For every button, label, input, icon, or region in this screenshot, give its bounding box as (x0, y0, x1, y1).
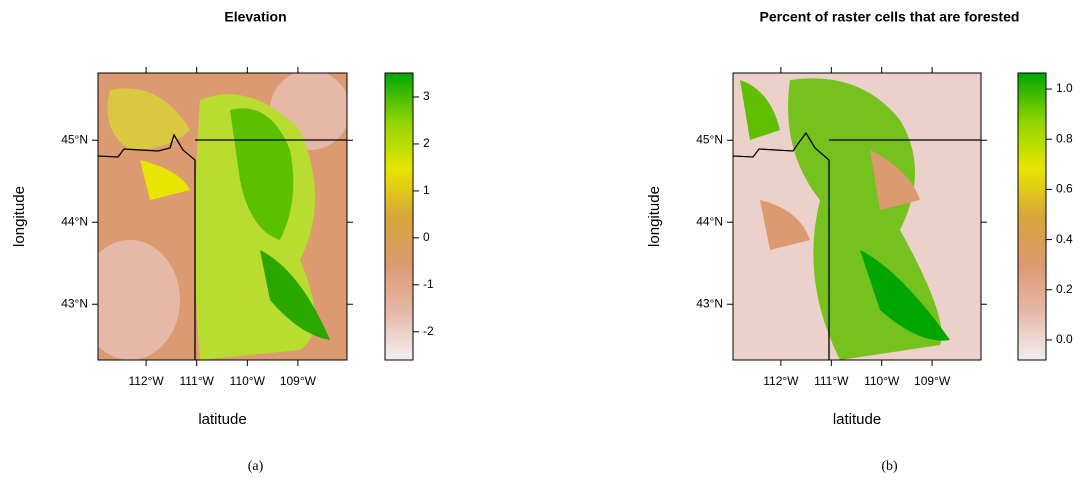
colorbar-tick-label: 3 (423, 89, 430, 103)
chart-title: Percent of raster cells that are foreste… (760, 9, 1020, 25)
y-tick-label: 45°N (61, 132, 88, 146)
x-tick-label: 111°W (180, 374, 215, 388)
colorbar-tick-label: -2 (423, 324, 434, 338)
caption: (a) (248, 459, 264, 474)
x-tick-label: 111°W (814, 374, 849, 388)
elevation-raster (80, 70, 350, 360)
colorbar-tick-label: -1 (423, 277, 434, 291)
colorbar-tick-label: 0.8 (1056, 131, 1073, 145)
x-tick-label: 112°W (128, 374, 164, 388)
x-axis-label: latitude (833, 411, 881, 428)
caption: (b) (881, 459, 898, 474)
colorbar-tick-label: 2 (423, 136, 430, 150)
x-axis-label: latitude (198, 411, 246, 428)
colorbar-tick-label: 1.0 (1056, 81, 1073, 95)
y-tick-label: 43°N (696, 296, 723, 310)
colorbar-tick-label: 0 (423, 230, 430, 244)
colorbar (385, 73, 413, 360)
colorbar-tick-label: 0.2 (1056, 282, 1073, 296)
figure: Elevation 112°W 111°W 110°W 109°W 43°N 44°N 45°… (0, 0, 1086, 487)
colorbar-tick-label: 0.6 (1056, 182, 1073, 196)
y-axis-label: longitude (646, 186, 663, 247)
x-tick-label: 110°W (230, 374, 266, 388)
chart-title: Elevation (224, 9, 286, 25)
x-tick-label: 112°W (763, 374, 799, 388)
colorbar (1018, 73, 1046, 360)
x-tick-label: 109°W (280, 374, 317, 388)
y-axis-label: longitude (11, 186, 28, 247)
colorbar-tick-label: 1 (423, 183, 430, 197)
forest-raster (733, 73, 981, 360)
colorbar-tick-label: 0.0 (1056, 332, 1073, 346)
y-tick-label: 45°N (696, 132, 723, 146)
x-tick-label: 109°W (914, 374, 951, 388)
y-tick-label: 44°N (696, 214, 723, 228)
y-tick-label: 43°N (61, 296, 88, 310)
colorbar-tick-label: 0.4 (1056, 232, 1073, 246)
x-tick-label: 110°W (864, 374, 900, 388)
y-tick-label: 44°N (61, 214, 88, 228)
